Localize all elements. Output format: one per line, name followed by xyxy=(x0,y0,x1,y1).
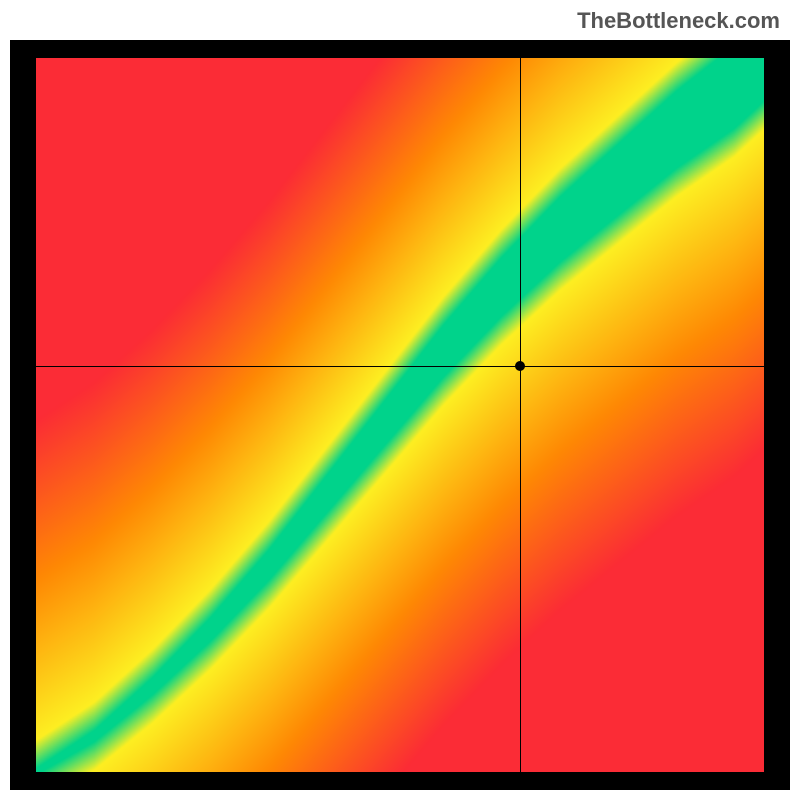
crosshair-vertical xyxy=(520,58,521,772)
watermark-text: TheBottleneck.com xyxy=(577,8,780,34)
chart-outer-frame xyxy=(10,40,790,790)
crosshair-horizontal xyxy=(36,366,764,367)
data-point-marker xyxy=(515,361,525,371)
heatmap-canvas xyxy=(36,58,764,772)
heatmap-plot-area xyxy=(36,58,764,772)
